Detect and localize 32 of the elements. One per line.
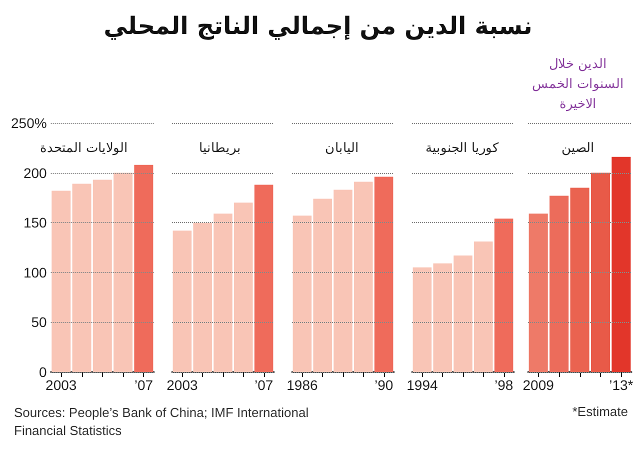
text: نسبة الدين من إجمالي الناتج المحلي [102, 12, 534, 40]
bar [134, 164, 154, 372]
bar [374, 176, 394, 372]
x-tick-label: ’13* [609, 377, 634, 393]
text: *Estimate [572, 404, 628, 419]
text: الولايات المتحدة [40, 140, 128, 156]
bar [52, 190, 71, 372]
y-tick-label: 200 [23, 164, 48, 181]
bar [254, 184, 274, 372]
y-tick-label: 150 [23, 214, 48, 231]
x-tick-label: 1986 [286, 377, 318, 393]
y-tick-label: 0 [39, 364, 48, 380]
x-tick-label: ’07 [254, 377, 274, 393]
x-tick-label: 2009 [522, 377, 554, 393]
x-tick-label: 2003 [46, 377, 77, 393]
x-tick-label: 2003 [166, 377, 198, 393]
text: الصين [562, 140, 594, 156]
y-tick-label: 50 [31, 314, 48, 330]
x-tick-label: 1994 [406, 377, 438, 393]
x-tick-label: ’90 [374, 377, 394, 393]
y-tick-label: 100 [23, 264, 48, 280]
bar [528, 214, 548, 372]
bar [494, 218, 514, 372]
x-tick-label: ’98 [494, 377, 514, 393]
bar [612, 156, 631, 372]
text: بريطانيا [199, 140, 241, 156]
x-tick-label: ’07 [134, 377, 154, 393]
text: الدين خلال السنوات الخمس الاخيرة [531, 55, 625, 114]
y-tick-label: 250% [10, 115, 47, 131]
source-note: Sources: People’s Bank of China; IMF International Financial Statistics [14, 404, 310, 440]
text: كوريا الجنوبية [426, 140, 500, 156]
text: اليابان [325, 140, 359, 155]
